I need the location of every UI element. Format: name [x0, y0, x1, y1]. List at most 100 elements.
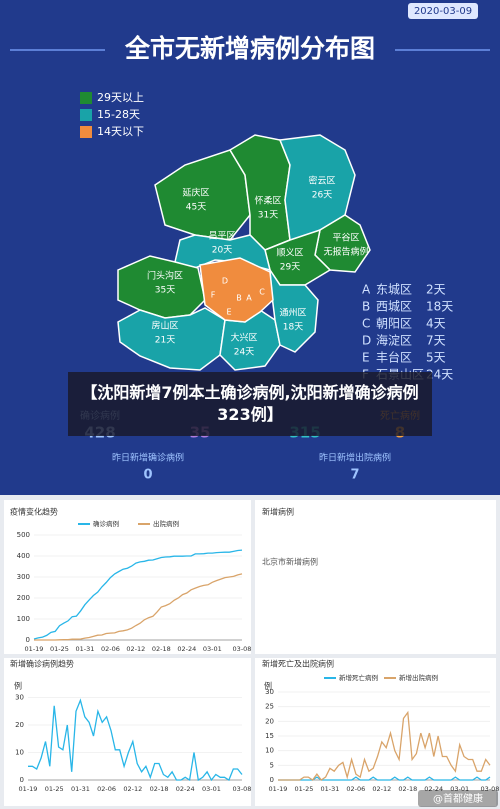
x-tick-label: 02-06 [346, 785, 365, 793]
sub-stat-label: 昨日新增确诊病例 [112, 452, 184, 464]
region-name: 大兴区 [230, 332, 257, 344]
urban-letter: B [362, 300, 370, 314]
region-days: 24天 [234, 348, 254, 358]
urban-days: 4天 [426, 317, 446, 331]
data-line [33, 549, 243, 640]
region-days: 18天 [283, 323, 303, 333]
urban-name: 朝阳区 [376, 317, 412, 331]
footer: @首都健康 [433, 792, 483, 805]
map-region [117, 255, 206, 319]
y-tick-label: 10 [15, 749, 24, 757]
y-tick-label: 20 [15, 721, 24, 729]
chart-title: 疫情变化趋势 [10, 507, 58, 517]
x-tick-label: 03-01 [203, 645, 222, 653]
y-tick-label: 15 [265, 732, 274, 740]
x-tick-label: 01-31 [75, 645, 94, 653]
x-tick-label: 03-01 [450, 785, 469, 793]
urban-days: 5天 [426, 351, 446, 365]
region-days: 20天 [212, 246, 232, 256]
urban-letter: A [362, 283, 371, 297]
x-tick-label: 02-06 [101, 645, 120, 653]
urban-letter: F [211, 291, 216, 300]
urban-name: 西城区 [376, 300, 412, 314]
data-line [278, 710, 491, 781]
region-name: 怀柔区 [254, 195, 281, 207]
x-tick-label: 02-12 [123, 785, 142, 793]
region-name: 平谷区 [332, 233, 359, 244]
data-line [34, 573, 243, 641]
panel [255, 658, 496, 806]
legend-label: 29天以上 [97, 91, 144, 104]
y-tick-label: 400 [17, 552, 30, 560]
headline: 【沈阳新增7例本土确诊病例,沈阳新增确诊病例323例】 [68, 372, 432, 436]
chart-title: 新增确诊病例趋势 [10, 659, 74, 669]
x-tick-label: 02-12 [372, 785, 391, 793]
region-days: 45天 [186, 203, 206, 213]
map-region [269, 267, 319, 353]
sub-stat-value: 7 [350, 468, 359, 483]
urban-letter: B [236, 294, 242, 303]
region-days: 35天 [155, 286, 175, 296]
urban-letter: E [362, 351, 370, 365]
legend-swatch [80, 126, 92, 138]
y-tick-label: 300 [17, 573, 30, 581]
urban-name: 海淀区 [376, 333, 412, 348]
date: 2020-03-09 [414, 6, 472, 17]
panel-title: 新增病例 [262, 507, 294, 517]
region-days: 无报告病例 [323, 246, 368, 258]
y-tick-label: 5 [270, 761, 274, 769]
region-name: 密云区 [308, 175, 335, 187]
region-days: 31天 [258, 211, 278, 221]
x-tick-label: 03-08 [233, 645, 252, 653]
y-tick-label: 10 [265, 747, 274, 755]
urban-letter: C [362, 317, 370, 331]
x-tick-label: 01-25 [45, 785, 64, 793]
x-tick-label: 03-08 [481, 785, 500, 793]
legend-label: 15-28天 [97, 108, 140, 121]
x-tick-label: 02-24 [424, 785, 443, 793]
panel-text: 北京市新增病例 [262, 557, 318, 567]
y-tick-label: 100 [17, 615, 30, 623]
urban-days: 24天 [426, 368, 453, 382]
legend-label: 新增死亡病例 [339, 673, 378, 682]
legend-label: 14天以下 [97, 125, 144, 138]
y-axis-label: 例 [264, 681, 272, 691]
x-tick-label: 02-24 [176, 785, 195, 793]
region-name: 昌平区 [208, 231, 235, 242]
date-badge [408, 3, 478, 19]
panel [4, 658, 251, 806]
region-name: 房山区 [151, 320, 178, 332]
urban-letter: D [222, 277, 228, 286]
x-tick-label: 03-08 [233, 785, 252, 793]
region-name: 通州区 [279, 308, 306, 319]
x-tick-label: 01-31 [71, 785, 90, 793]
urban-area [199, 257, 274, 323]
x-tick-label: 02-18 [150, 785, 169, 793]
region-days: 21天 [155, 336, 175, 346]
legend-label: 新增出院病例 [399, 673, 438, 682]
urban-letter: E [226, 308, 231, 317]
legend-label: 确诊病例 [93, 519, 119, 528]
legend-swatch [80, 109, 92, 121]
urban-name: 东城区 [376, 283, 412, 297]
region-name: 延庆区 [182, 187, 209, 199]
x-tick-label: 01-19 [19, 785, 38, 793]
y-tick-label: 30 [15, 694, 24, 702]
x-tick-label: 01-25 [295, 785, 314, 793]
x-tick-label: 02-12 [126, 645, 145, 653]
region-days: 26天 [312, 191, 332, 201]
x-tick-label: 03-01 [202, 785, 221, 793]
urban-days: 7天 [426, 334, 446, 348]
urban-letter: A [246, 294, 252, 303]
x-tick-label: 01-31 [320, 785, 339, 793]
urban-letter: C [259, 288, 265, 297]
panel [255, 500, 496, 654]
y-tick-label: 0 [270, 776, 274, 784]
y-tick-label: 25 [265, 703, 274, 711]
region-name: 门头沟区 [147, 270, 183, 282]
urban-days: 2天 [426, 283, 446, 297]
y-axis-label: 例 [14, 681, 22, 691]
